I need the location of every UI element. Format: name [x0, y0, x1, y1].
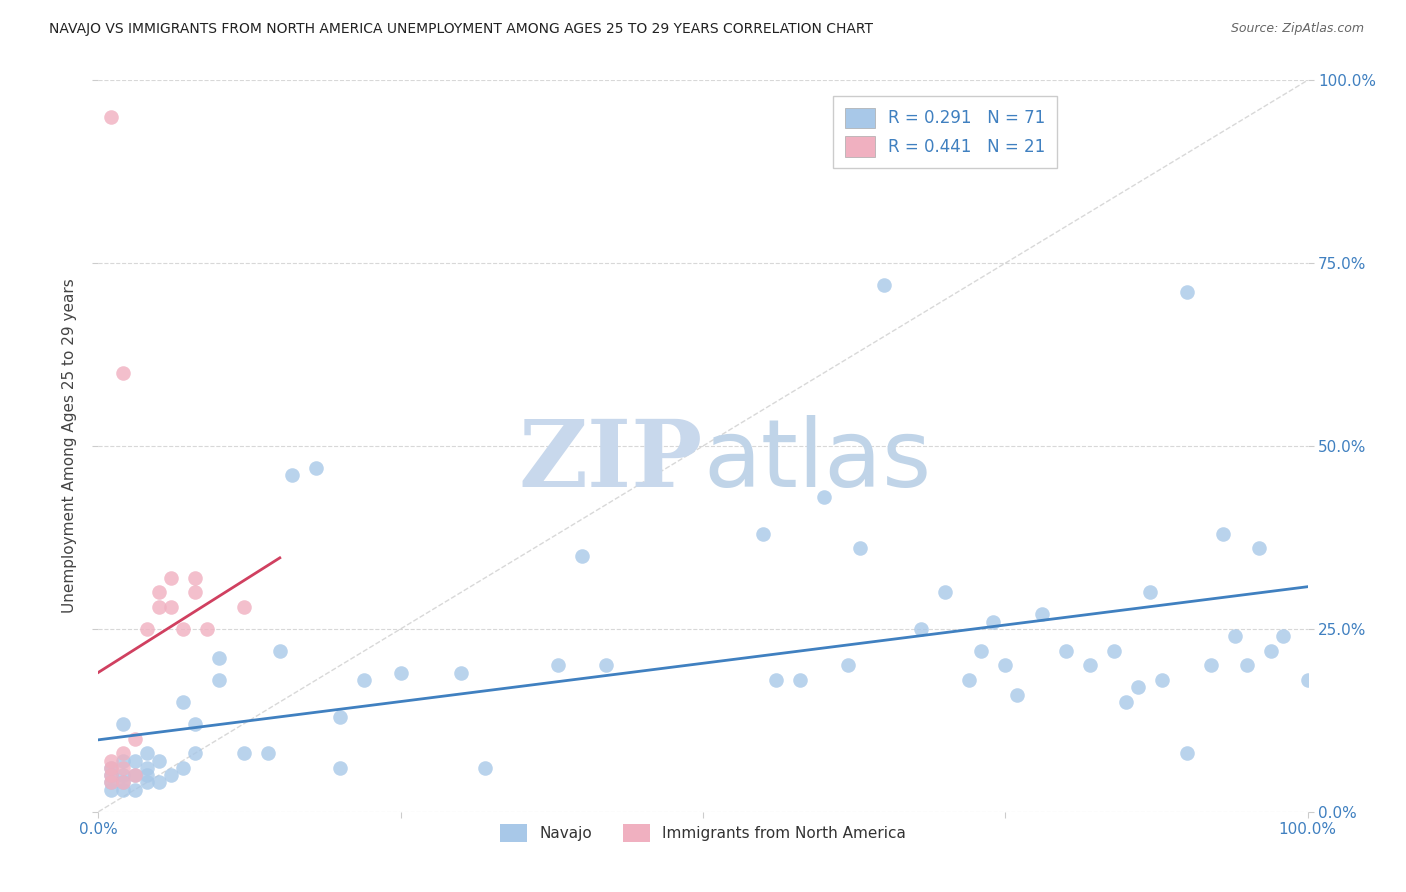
Point [195, 622, 218, 636]
Point [269, 644, 291, 658]
Point [1296, 673, 1319, 687]
Point [100, 768, 122, 782]
Point [135, 775, 157, 789]
Point [873, 278, 896, 293]
Text: Source: ZipAtlas.com: Source: ZipAtlas.com [1230, 22, 1364, 36]
Text: ZIP: ZIP [519, 416, 703, 506]
Point [148, 585, 170, 599]
Point [281, 468, 304, 483]
Point [111, 768, 134, 782]
Point [135, 761, 157, 775]
Point [184, 717, 207, 731]
Point [111, 754, 134, 768]
Point [184, 746, 207, 760]
Point [1223, 629, 1246, 643]
Point [100, 775, 122, 789]
Point [100, 768, 122, 782]
Point [1175, 746, 1198, 760]
Point [100, 761, 122, 775]
Point [1102, 644, 1125, 658]
Point [148, 775, 170, 789]
Point [305, 461, 328, 475]
Point [813, 490, 835, 504]
Point [1128, 681, 1150, 695]
Point [849, 541, 872, 556]
Point [1078, 658, 1101, 673]
Point [124, 768, 146, 782]
Point [1249, 541, 1271, 556]
Point [100, 775, 122, 789]
Point [981, 615, 1004, 629]
Point [595, 658, 617, 673]
Point [837, 658, 859, 673]
Point [789, 673, 811, 687]
Point [135, 746, 157, 760]
Point [474, 761, 496, 775]
Point [232, 599, 254, 614]
Point [752, 526, 775, 541]
Point [389, 665, 412, 680]
Point [160, 571, 183, 585]
Point [353, 673, 375, 687]
Point [256, 746, 278, 760]
Text: NAVAJO VS IMMIGRANTS FROM NORTH AMERICA UNEMPLOYMENT AMONG AGES 25 TO 29 YEARS C: NAVAJO VS IMMIGRANTS FROM NORTH AMERICA … [49, 22, 873, 37]
Point [910, 622, 932, 636]
Point [124, 782, 146, 797]
Point [111, 775, 134, 789]
Point [1272, 629, 1295, 643]
Point [1031, 607, 1053, 622]
Point [100, 761, 122, 775]
Point [957, 673, 980, 687]
Point [160, 599, 183, 614]
Point [1212, 526, 1234, 541]
Point [184, 571, 207, 585]
Point [208, 651, 231, 665]
Point [111, 746, 134, 760]
Point [172, 622, 194, 636]
Point [1007, 688, 1029, 702]
Point [232, 746, 254, 760]
Point [100, 782, 122, 797]
Legend: Navajo, Immigrants from North America: Navajo, Immigrants from North America [494, 818, 912, 848]
Point [1152, 673, 1174, 687]
Point [124, 768, 146, 782]
Point [111, 775, 134, 789]
Text: atlas: atlas [703, 415, 931, 507]
Point [450, 665, 472, 680]
Y-axis label: Unemployment Among Ages 25 to 29 years: Unemployment Among Ages 25 to 29 years [62, 278, 77, 614]
Point [970, 644, 993, 658]
Point [124, 731, 146, 746]
Point [111, 761, 134, 775]
Point [135, 768, 157, 782]
Point [148, 754, 170, 768]
Point [111, 782, 134, 797]
Point [994, 658, 1017, 673]
Point [1199, 658, 1222, 673]
Point [1115, 695, 1137, 709]
Point [135, 622, 157, 636]
Point [765, 673, 787, 687]
Point [1236, 658, 1258, 673]
Point [172, 761, 194, 775]
Point [1260, 644, 1282, 658]
Point [172, 695, 194, 709]
Point [100, 754, 122, 768]
Point [1054, 644, 1077, 658]
Point [148, 599, 170, 614]
Point [111, 366, 134, 380]
Point [1139, 585, 1161, 599]
Point [1175, 285, 1198, 300]
Point [111, 717, 134, 731]
Point [160, 768, 183, 782]
Point [329, 761, 352, 775]
Point [208, 673, 231, 687]
Point [547, 658, 569, 673]
Point [100, 110, 122, 124]
Point [124, 754, 146, 768]
Point [571, 549, 593, 563]
Point [184, 585, 207, 599]
Point [329, 709, 352, 723]
Point [934, 585, 956, 599]
